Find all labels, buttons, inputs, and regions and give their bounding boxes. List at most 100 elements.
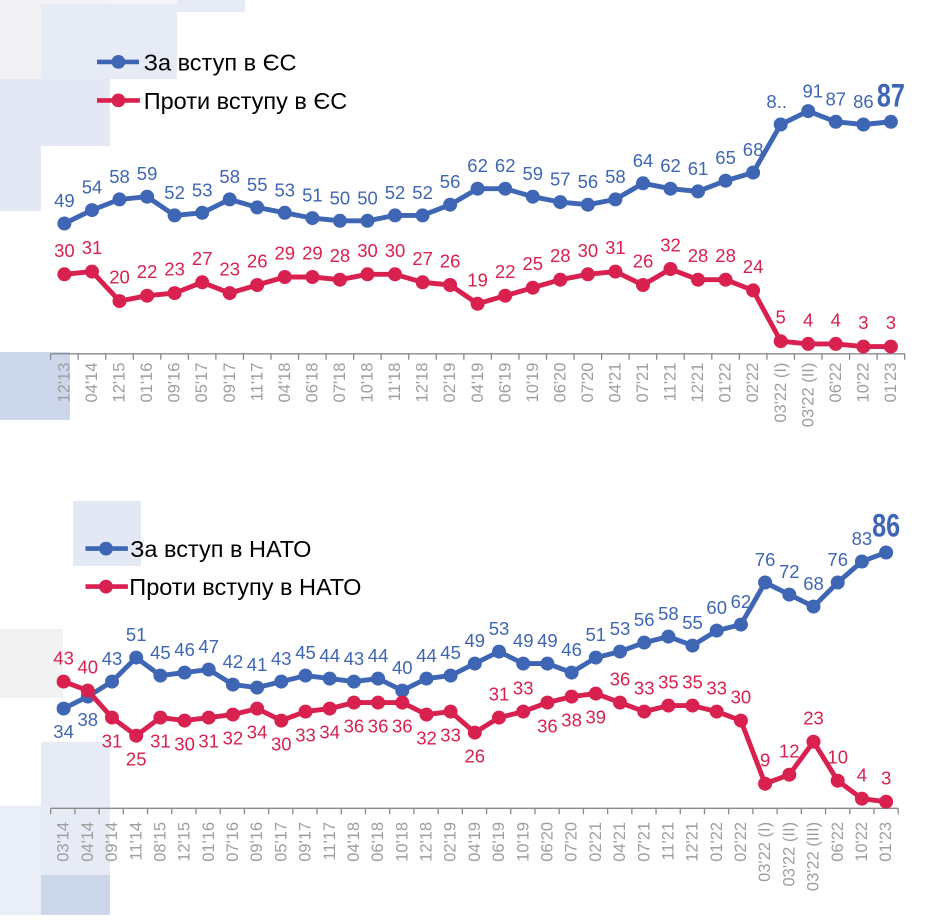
svg-text:62: 62 [495, 155, 516, 176]
svg-text:12'21: 12'21 [689, 363, 707, 403]
svg-text:34: 34 [319, 722, 340, 743]
svg-text:43: 43 [271, 648, 292, 669]
svg-text:09'14: 09'14 [103, 822, 121, 862]
svg-text:40: 40 [392, 657, 413, 678]
svg-text:01'16: 01'16 [138, 363, 156, 403]
svg-text:03'22 (I): 03'22 (I) [756, 822, 774, 882]
svg-text:56: 56 [440, 171, 461, 192]
svg-text:02'22: 02'22 [732, 822, 750, 862]
svg-text:10'19: 10'19 [514, 822, 532, 862]
svg-text:25: 25 [126, 749, 147, 770]
svg-text:04'18: 04'18 [276, 363, 294, 403]
svg-text:33: 33 [295, 725, 316, 746]
svg-text:12: 12 [779, 741, 800, 762]
svg-text:06'18: 06'18 [304, 363, 322, 403]
svg-text:10: 10 [827, 747, 848, 768]
svg-text:59: 59 [523, 163, 544, 184]
svg-text:53: 53 [489, 618, 510, 639]
svg-text:23: 23 [219, 259, 240, 280]
svg-text:30: 30 [271, 734, 292, 755]
svg-text:3: 3 [886, 312, 896, 333]
svg-text:9: 9 [760, 750, 770, 771]
svg-text:12'18: 12'18 [418, 822, 436, 862]
svg-text:02'21: 02'21 [587, 822, 605, 862]
svg-text:86: 86 [853, 91, 874, 112]
svg-text:58: 58 [219, 166, 240, 187]
svg-text:51: 51 [302, 185, 323, 206]
svg-text:31: 31 [198, 731, 219, 752]
svg-text:39: 39 [586, 707, 607, 728]
svg-text:8..: 8.. [766, 91, 787, 112]
svg-text:46: 46 [174, 639, 195, 660]
svg-text:03'22 (I): 03'22 (I) [772, 363, 790, 423]
svg-text:54: 54 [82, 177, 103, 198]
svg-text:53: 53 [610, 618, 631, 639]
svg-text:55: 55 [682, 612, 703, 633]
svg-text:07'16: 07'16 [224, 822, 242, 862]
svg-text:За вступ в НАТО: За вступ в НАТО [130, 536, 311, 562]
svg-text:30: 30 [357, 240, 378, 261]
svg-text:03'22 (II): 03'22 (II) [799, 363, 817, 428]
svg-text:36: 36 [368, 716, 389, 737]
svg-text:52: 52 [164, 182, 185, 203]
svg-text:53: 53 [192, 179, 213, 200]
svg-text:07'20: 07'20 [563, 822, 581, 862]
svg-text:58: 58 [658, 603, 679, 624]
svg-text:10'22: 10'22 [855, 363, 873, 403]
svg-text:34: 34 [247, 722, 268, 743]
svg-text:44: 44 [368, 645, 389, 666]
svg-text:23: 23 [803, 708, 824, 729]
svg-text:4: 4 [803, 309, 813, 330]
svg-text:76: 76 [827, 549, 848, 570]
svg-text:4: 4 [857, 765, 867, 786]
svg-text:09'16: 09'16 [248, 822, 266, 862]
svg-text:36: 36 [610, 669, 631, 690]
svg-text:06'20: 06'20 [551, 363, 569, 403]
svg-text:5: 5 [776, 307, 786, 328]
svg-text:30: 30 [578, 240, 599, 261]
svg-text:65: 65 [715, 147, 736, 168]
svg-text:19: 19 [467, 269, 488, 290]
svg-text:52: 52 [412, 182, 433, 203]
svg-text:33: 33 [706, 678, 727, 699]
svg-text:38: 38 [78, 709, 99, 730]
svg-text:06'19: 06'19 [490, 822, 508, 862]
svg-text:68: 68 [803, 573, 824, 594]
svg-text:64: 64 [633, 150, 654, 171]
svg-text:44: 44 [416, 645, 437, 666]
svg-text:10'19: 10'19 [524, 363, 542, 403]
svg-text:03'22 (II): 03'22 (II) [780, 822, 798, 887]
svg-text:36: 36 [392, 716, 413, 737]
svg-text:27: 27 [412, 248, 433, 269]
svg-text:27: 27 [192, 248, 213, 269]
svg-text:11'21: 11'21 [660, 822, 678, 861]
svg-text:09'17: 09'17 [221, 363, 239, 403]
svg-text:45: 45 [150, 642, 171, 663]
svg-text:За вступ в ЄС: За вступ в ЄС [144, 49, 297, 75]
svg-text:01'23: 01'23 [877, 822, 895, 862]
svg-text:28: 28 [330, 245, 351, 266]
svg-text:11'17: 11'17 [321, 822, 339, 861]
svg-text:30: 30 [385, 240, 406, 261]
svg-text:45: 45 [295, 642, 316, 663]
svg-text:3: 3 [881, 768, 891, 789]
svg-text:68: 68 [743, 139, 764, 160]
svg-text:06'18: 06'18 [369, 822, 387, 862]
svg-text:12'15: 12'15 [111, 363, 129, 403]
svg-text:33: 33 [513, 678, 534, 699]
svg-text:31: 31 [489, 684, 510, 705]
svg-text:26: 26 [465, 746, 486, 767]
svg-text:91: 91 [803, 81, 824, 102]
svg-text:30: 30 [731, 687, 752, 708]
svg-text:04'14: 04'14 [83, 363, 101, 403]
svg-text:59: 59 [137, 163, 158, 184]
svg-text:34: 34 [53, 721, 74, 742]
svg-text:49: 49 [537, 630, 558, 651]
svg-text:26: 26 [633, 251, 654, 272]
svg-text:06'22: 06'22 [827, 363, 845, 403]
svg-text:03'22 (III): 03'22 (III) [805, 822, 823, 891]
svg-text:07'21: 07'21 [634, 363, 652, 403]
svg-text:28: 28 [550, 245, 571, 266]
svg-text:12'21: 12'21 [684, 822, 702, 862]
svg-text:05'17: 05'17 [272, 822, 290, 862]
